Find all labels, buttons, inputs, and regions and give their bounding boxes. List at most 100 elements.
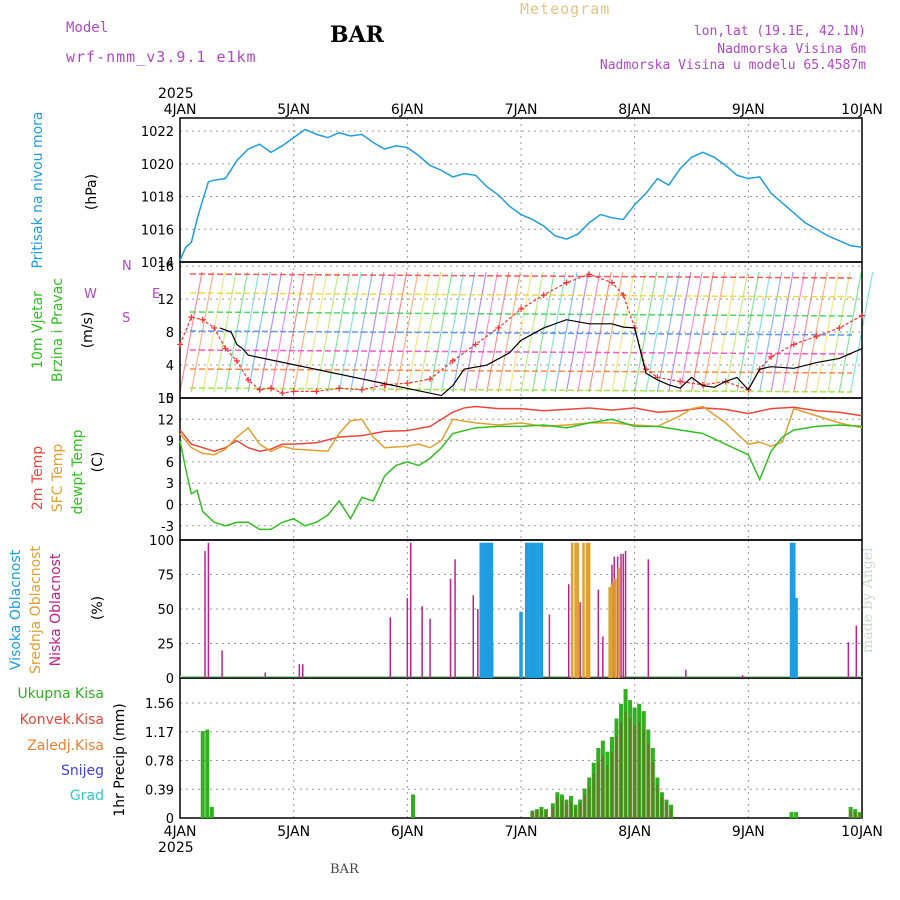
cloud-low-bar [579, 602, 581, 678]
wind-gust-marker [358, 386, 365, 393]
precip-conv-bar [606, 764, 609, 818]
wind-gust-marker [859, 312, 865, 319]
cloud-mid-bar [570, 542, 574, 678]
pressure-axis-label: Pritisak na nivou mora [30, 111, 46, 268]
wind-streak [213, 271, 237, 393]
precip-total-bar [411, 794, 416, 818]
x-tick-top-label: 10JAN [841, 102, 883, 118]
cloud-high-bar [528, 542, 532, 678]
cloud-low-bar [624, 551, 627, 678]
wind-streak [293, 271, 317, 393]
precip-conv-bar [556, 797, 559, 818]
wind-gust-marker [245, 376, 252, 383]
y-tick-label: 1.17 [145, 726, 174, 741]
y-tick-label: 1016 [141, 223, 174, 238]
y-tick-label: 9 [166, 435, 174, 450]
wind-gust-marker [199, 316, 206, 323]
y-tick-label: -3 [161, 520, 174, 535]
wind-streak [759, 271, 783, 393]
y-tick-label: 12 [157, 413, 174, 428]
cloud-mid-bar [608, 586, 611, 678]
wind-streak [497, 271, 521, 393]
y-tick-label: 15 [157, 392, 174, 407]
location-label: lon,lat (19.1E, 42.1N) [693, 24, 866, 39]
precip-conv-bar [665, 803, 668, 818]
wind-gust-marker [518, 305, 524, 312]
precip-conv-bar [592, 773, 595, 818]
y-tick-label: 1014 [141, 256, 174, 271]
precip-conv-bar [858, 813, 861, 818]
y-tick-label: 3 [166, 477, 174, 492]
cloud-mid-bar [574, 542, 577, 678]
wind-streak [827, 271, 851, 393]
pressure-unit-label: (hPa) [84, 174, 100, 210]
temp-unit-label: (C) [90, 452, 106, 473]
cloud-low-bar [741, 675, 744, 678]
precip-conv-bar [633, 725, 636, 818]
wind-gust-marker [472, 341, 479, 348]
precip-total-bar [205, 729, 210, 818]
cloud-low-bar [548, 614, 551, 678]
wind-gust-marker [290, 388, 297, 395]
wind-streak [531, 271, 555, 393]
y-tick-label: 1020 [141, 158, 174, 173]
x-tick-bottom-label: 8JAN [618, 824, 651, 840]
temp-2m-axis-label: 2m Temp [30, 446, 46, 510]
cloud-high-bar [536, 542, 540, 678]
wind-streak [543, 271, 567, 393]
wind-streak [179, 271, 203, 393]
temp-2m-line [179, 405, 863, 453]
wind-barb-row [189, 349, 853, 355]
wind-gust-marker [495, 324, 502, 331]
cloud-low-bar [620, 553, 622, 678]
precip-conv-bar [651, 762, 654, 818]
cloud-low-bar [449, 578, 452, 678]
y-tick-label: 8 [166, 326, 174, 341]
precip-conv-bar [670, 809, 673, 818]
precip-total-bar [789, 812, 794, 818]
station-title: BAR [330, 22, 384, 48]
cloud-low-bar [302, 664, 304, 678]
precip-legend-item: Grad [70, 788, 104, 804]
dewpt-axis-label: dewpt Temp [70, 429, 86, 514]
wind-gust-marker [620, 291, 627, 298]
wind-gust-marker [836, 324, 843, 331]
y-tick-label: 1018 [141, 191, 174, 206]
y-tick-label: 1022 [141, 125, 174, 140]
cloud-low-bar [855, 625, 858, 678]
wind-streak [509, 271, 533, 393]
cloud-low-bar [685, 669, 687, 678]
precip-conv-bar [588, 787, 591, 818]
cloud-low-bar [221, 650, 223, 678]
model-label: Model [66, 20, 109, 36]
y-tick-label: 100 [149, 534, 174, 549]
cloud-mid-bar [585, 542, 589, 678]
cloud-low-bar [472, 595, 475, 678]
cloud-high-bar [539, 542, 544, 678]
precip-conv-bar [849, 810, 852, 818]
wind-barb-row [189, 273, 853, 279]
x-year-bottom: 2025 [158, 840, 194, 856]
cloud-high-bar [482, 542, 487, 678]
cloud-high-bar [532, 542, 537, 678]
x-tick-bottom-label: 4JAN [164, 824, 197, 840]
wind-streak [202, 271, 226, 393]
wind-streak [554, 271, 578, 393]
x-tick-bottom-label: 7JAN [505, 824, 538, 840]
panel-frame [179, 677, 863, 819]
wind-gust-marker [768, 353, 775, 360]
wind-gust-marker [222, 345, 229, 352]
precip-conv-bar [629, 718, 632, 818]
wind-gust-marker [233, 357, 240, 364]
cloud-low-bar [567, 584, 570, 678]
wind-speed-line [219, 319, 863, 397]
x-tick-top-label: 4JAN [164, 102, 197, 118]
y-tick-label: 1.56 [145, 697, 174, 712]
cloud-low-bar [264, 672, 266, 678]
precip-conv-bar [531, 812, 534, 818]
footer-station: BAR [330, 862, 359, 877]
y-tick-label: 4 [166, 359, 174, 374]
wind-barb-row [189, 368, 853, 374]
wind-unit-label: (m/s) [80, 312, 96, 349]
x-tick-top-label: 5JAN [277, 102, 310, 118]
